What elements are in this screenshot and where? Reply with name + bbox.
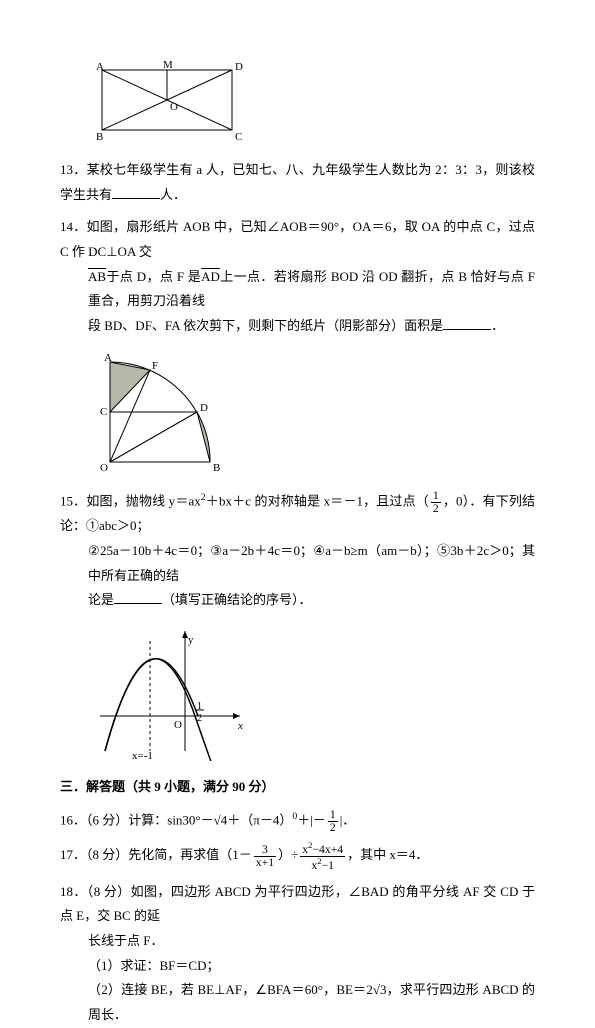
q18-num: 18．	[60, 884, 87, 899]
label-A: A	[96, 61, 104, 73]
label-C14: C	[100, 406, 107, 418]
q15-l3b: （填写正确结论的序号）．	[162, 592, 312, 607]
label-y15: y	[188, 634, 194, 646]
q14-arc-ad: AD	[201, 269, 220, 284]
q16-sqrt: √4	[214, 812, 228, 827]
q16-num: 16．	[60, 812, 86, 827]
q15-num: 15．	[60, 493, 86, 508]
q17-mid: ）÷	[278, 847, 298, 862]
q14-suffix: ．	[491, 318, 504, 333]
q18-l1: （8 分）如图，四边形 ABCD 为平行四边形，∠BAD 的角平分线 AF 交 …	[60, 884, 535, 924]
label-O15: O	[174, 719, 182, 731]
label-F14: F	[152, 360, 158, 372]
q14-blank	[443, 316, 491, 330]
q18-sub2a: （2）连接 BE，若 BE⊥AF，∠BFA＝60°，BE＝2	[88, 982, 373, 997]
q17-post: ，其中 x＝4．	[347, 847, 428, 862]
question-14: 14．如图，扇形纸片 AOB 中，已知∠AOB＝90°，OA＝6，取 OA 的中…	[60, 215, 535, 338]
q15-blank	[114, 590, 162, 604]
question-13: 13．某校七年级学生有 a 人，已知七、八、九年级学生人数比为 2：3：3，则该…	[60, 158, 535, 207]
q14-arc-ab: AB	[88, 269, 106, 284]
q15-mid: ＋bx＋c 的对称轴是 x＝－1，且过点（	[206, 493, 429, 508]
label-A14: A	[104, 352, 112, 364]
svg-q14: A F C D O B	[90, 347, 240, 477]
q17-frac2: x2−4x+4x2−1	[300, 841, 345, 871]
svg-q12: A M D B O C	[90, 56, 250, 146]
q17-frac1: 3x+1	[254, 844, 276, 868]
figure-q14: A F C D O B	[90, 347, 535, 477]
q14-l1a: 如图，扇形纸片 AOB 中，已知∠AOB＝90°，OA＝6，取 OA 的中点 C…	[60, 219, 535, 259]
label-xneg1: x=-1	[132, 750, 153, 761]
q17-pre: （8 分）先化简，再求值（1－	[86, 847, 252, 862]
q15-l3a: 论是	[88, 592, 114, 607]
figure-q15: y x O 1 2 x=-1	[90, 621, 535, 761]
q15-pre: 如图，抛物线 y＝ax	[86, 493, 200, 508]
q13-blank	[112, 185, 160, 199]
label-D14: D	[200, 402, 208, 414]
q16-plus: ＋（π－4）	[227, 812, 292, 827]
label-x15: x	[237, 720, 243, 732]
q14-l2: 段 BD、DF、FA 依次剪下，则剩下的纸片（阴影部分）面积是	[88, 318, 443, 333]
q16-end: |．	[340, 812, 356, 827]
label-M: M	[163, 59, 173, 71]
q14-l1b: 于点 D，点 F 是	[106, 269, 201, 284]
q18-sub1: （1）求证：BF＝CD；	[88, 958, 219, 973]
q13-num: 13．	[60, 162, 87, 177]
label-O14: O	[100, 462, 108, 474]
q17-num: 17．	[60, 847, 86, 862]
q15-frac1: 12	[431, 490, 441, 514]
question-15: 15．如图，抛物线 y＝ax2＋bx＋c 的对称轴是 x＝－1，且过点（12，0…	[60, 489, 535, 613]
q14-num: 14．	[60, 219, 87, 234]
label-D: D	[235, 61, 243, 73]
question-16: 16．（6 分）计算：sin30°－√4＋（π－4）0＋|－12|．	[60, 808, 535, 834]
question-17: 17．（8 分）先化简，再求值（1－3x+1）÷x2−4x+4x2−1，其中 x…	[60, 841, 535, 871]
label-B: B	[96, 131, 103, 143]
q16-plus2: ＋|－	[297, 812, 326, 827]
label-O: O	[170, 101, 178, 113]
q16-pre: （6 分）计算：sin30°－	[86, 812, 214, 827]
svg-text:2: 2	[197, 713, 202, 724]
svg-q15: y x O 1 2 x=-1	[90, 621, 250, 761]
q16-frac: 12	[328, 809, 338, 833]
question-18: 18．（8 分）如图，四边形 ABCD 为平行四边形，∠BAD 的角平分线 AF…	[60, 880, 535, 1028]
figure-q12: A M D B O C	[90, 56, 535, 146]
q18-sqrt3: √3	[373, 982, 387, 997]
q13-suffix: 人．	[160, 187, 186, 202]
q15-l2: ②25a－10b＋4c＝0；③a－2b＋4c＝0；④a－b≥m（am－b）；⑤3…	[88, 543, 535, 583]
label-B14: B	[213, 462, 220, 474]
section-3-title: 三．解答题（共 9 小题，满分 90 分）	[60, 775, 535, 800]
label-C: C	[235, 131, 242, 143]
q18-l2: 长线于点 F．	[88, 933, 163, 948]
